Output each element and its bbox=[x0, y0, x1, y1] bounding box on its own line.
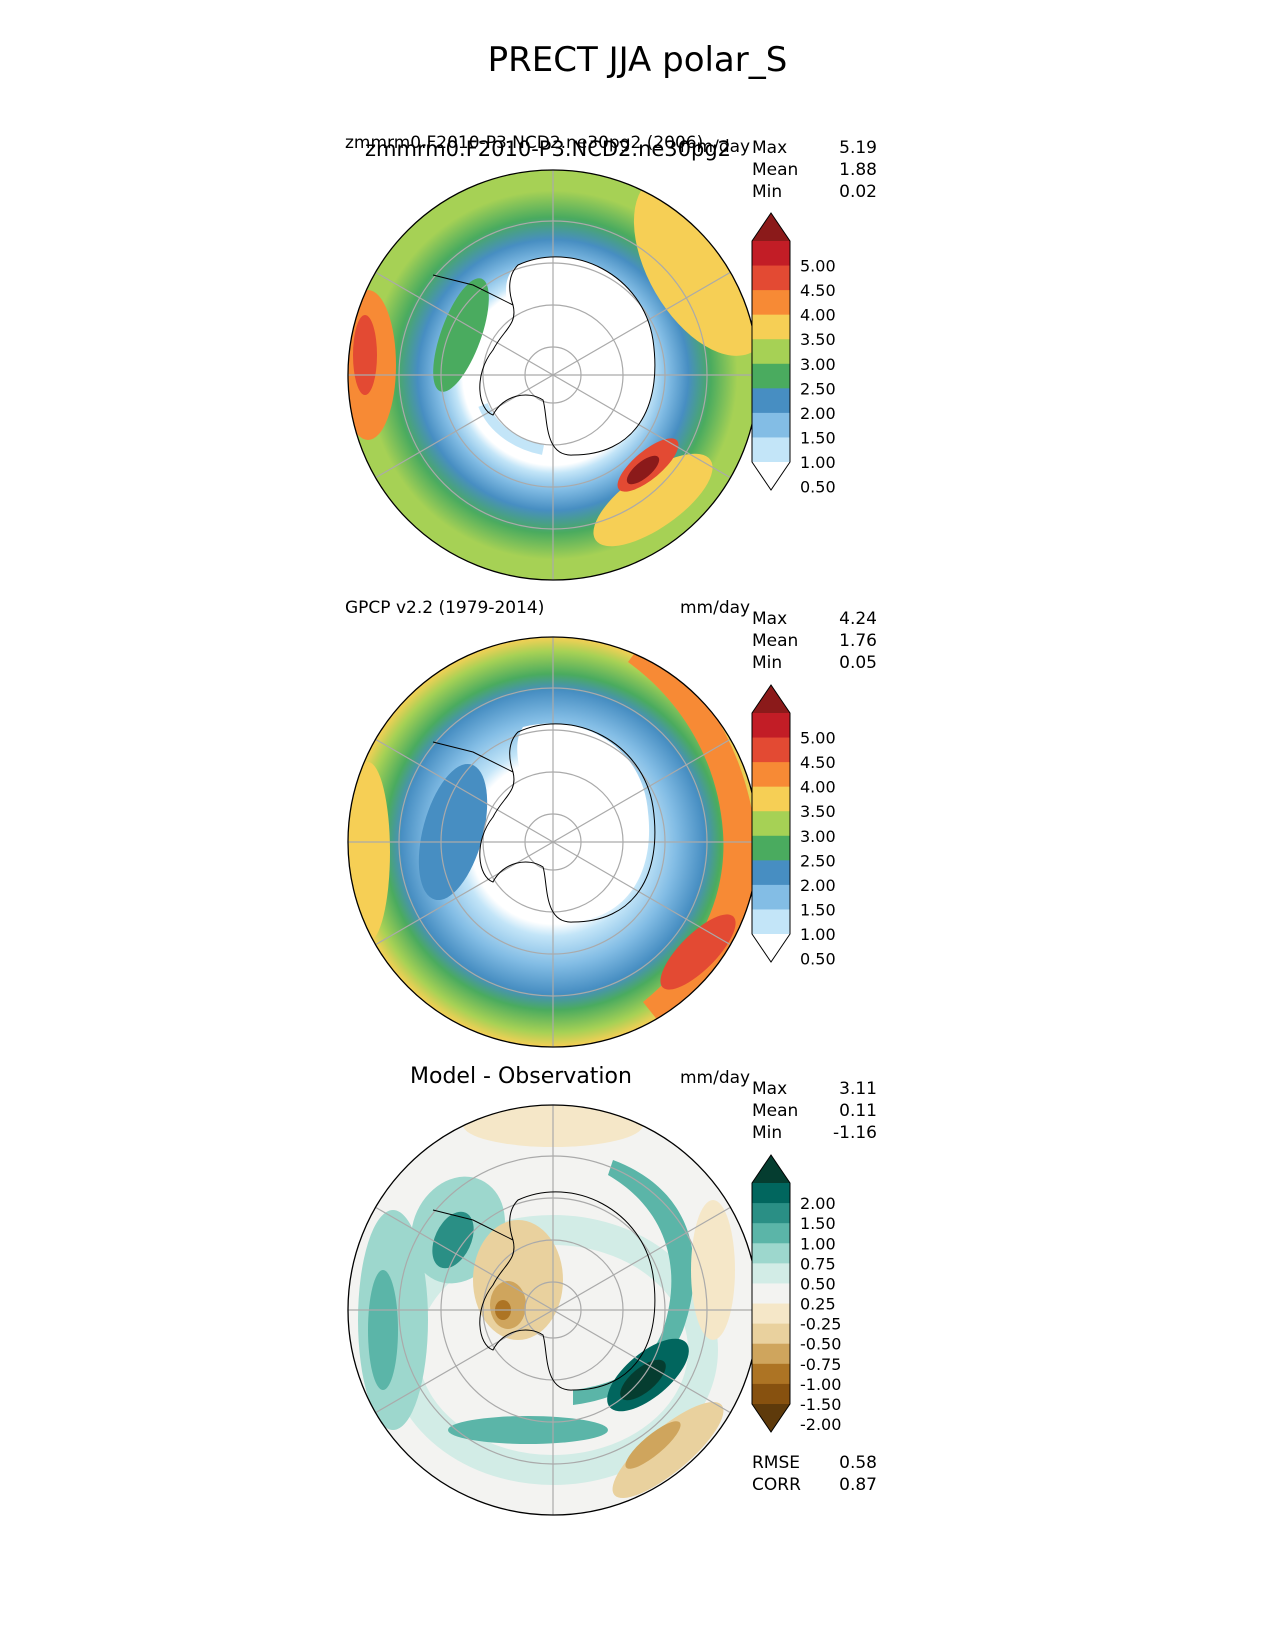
colorbar-swatch bbox=[752, 1263, 790, 1284]
colorbar-outline bbox=[751, 212, 791, 491]
colorbar-swatch bbox=[752, 1223, 790, 1244]
colorbar-tick-label: 0.25 bbox=[800, 1295, 836, 1314]
colorbar-tick-label: -0.25 bbox=[800, 1315, 841, 1334]
colorbar-tick-label: 3.50 bbox=[800, 330, 836, 349]
stat-max: Max 4.24 bbox=[752, 609, 877, 629]
colorbar-tick-label: 2.50 bbox=[800, 851, 836, 870]
colorbar-tick-label: 5.00 bbox=[800, 729, 836, 748]
colorbar-tick-label: -2.00 bbox=[800, 1415, 841, 1434]
colorbar-swatch bbox=[752, 1183, 790, 1204]
colorbar-extend-max bbox=[752, 685, 790, 713]
colorbar-tick-label: -0.75 bbox=[800, 1355, 841, 1374]
colorbar-tick-label: 4.00 bbox=[800, 306, 836, 325]
colorbar-tick-label: 2.00 bbox=[800, 1194, 836, 1213]
colorbar-tick-label: 0.50 bbox=[800, 1274, 836, 1293]
colorbar-tick-label: 0.50 bbox=[800, 950, 836, 969]
colorbar-tick-label: -0.50 bbox=[800, 1335, 841, 1354]
panel1-colorbar: 5.00 4.50 4.00 3.50 3.00 2.50 2.00 1.50 1.00 0.50 bbox=[751, 212, 836, 497]
colorbar-swatch bbox=[752, 290, 790, 316]
colorbar-outline bbox=[751, 684, 791, 963]
panel2-colorbar: 5.00 4.50 4.00 3.50 3.00 2.50 2.00 1.50 1.00 0.50 bbox=[751, 684, 836, 969]
colorbar-swatch bbox=[752, 1243, 790, 1264]
colorbar-extend-max bbox=[752, 213, 790, 241]
colorbar-tick-label: 3.50 bbox=[800, 802, 836, 821]
colorbar-extend-min bbox=[752, 1404, 790, 1432]
colorbar-swatch bbox=[752, 1323, 790, 1345]
metric-corr: CORR 0.87 bbox=[752, 1475, 877, 1495]
stat-min: Min 0.05 bbox=[752, 653, 877, 673]
colorbar-swatch bbox=[752, 1363, 790, 1385]
colorbar-swatch bbox=[752, 737, 790, 763]
colorbar-swatch bbox=[752, 437, 790, 463]
colorbar-swatch bbox=[752, 339, 790, 365]
colorbar-tick-label: 0.50 bbox=[800, 478, 836, 497]
stat-max: Max 3.11 bbox=[752, 1079, 877, 1099]
figure-title: PRECT JJA polar_S bbox=[487, 40, 788, 80]
colorbar-tick-label: 1.50 bbox=[800, 1214, 836, 1233]
colorbar-swatch bbox=[752, 762, 790, 788]
stat-mean: Mean 0.11 bbox=[752, 1101, 877, 1121]
colorbar-tick-label: 2.00 bbox=[800, 876, 836, 895]
colorbar-tick-label: 3.00 bbox=[800, 355, 836, 374]
colorbar-swatch bbox=[752, 412, 790, 438]
colorbar-extend-min bbox=[752, 934, 790, 962]
colorbar-swatch bbox=[752, 1383, 790, 1405]
panel1-left-title: zmmrm0.F2010-P3.NCD2.ne30pg2 (2006) bbox=[345, 133, 704, 153]
colorbar-tick-label: 2.50 bbox=[800, 379, 836, 398]
colorbar-swatch bbox=[752, 1343, 790, 1365]
stat-mean: Mean 1.88 bbox=[752, 160, 877, 180]
panel3-metrics: RMSE 0.58 CORR 0.87 bbox=[752, 1452, 877, 1496]
colorbar-swatch bbox=[752, 1203, 790, 1224]
panel1-stats: Max 5.19 Mean 1.88 Min 0.02 bbox=[752, 137, 877, 203]
colorbar-swatch bbox=[752, 388, 790, 414]
colorbar-swatch bbox=[752, 835, 790, 861]
colorbar-swatch bbox=[752, 265, 790, 291]
colorbar-outline bbox=[751, 1154, 791, 1433]
metric-rmse: RMSE 0.58 bbox=[752, 1453, 877, 1473]
colorbar-tick-label: 3.00 bbox=[800, 827, 836, 846]
panel3-units: mm/day bbox=[680, 1068, 751, 1088]
stat-min: Min -1.16 bbox=[752, 1123, 877, 1143]
colorbar-swatch bbox=[752, 363, 790, 389]
panel3-colorbar: 2.001.501.000.750.500.25-0.25-0.50-0.75-… bbox=[751, 1154, 841, 1434]
colorbar-swatch bbox=[752, 811, 790, 837]
colorbar-swatch bbox=[752, 1303, 790, 1325]
panel2-stats: Max 4.24 Mean 1.76 Min 0.05 bbox=[752, 608, 877, 674]
panel1-left-title-overlap: zmmrm0.F2010-P3.NCD2.ne30pg2 bbox=[365, 137, 732, 161]
colorbar-swatch bbox=[752, 314, 790, 340]
colorbar-tick-label: 4.00 bbox=[800, 778, 836, 797]
colorbar-swatch bbox=[752, 786, 790, 812]
panel3-map bbox=[347, 1104, 759, 1516]
colorbar-tick-label: 4.50 bbox=[800, 281, 836, 300]
panel3-title: Model - Observation bbox=[410, 1064, 632, 1089]
panel2-map bbox=[347, 636, 759, 1048]
colorbar-tick-label: 0.75 bbox=[800, 1254, 836, 1273]
panel1-units: mm/day bbox=[680, 137, 751, 157]
stat-max: Max 5.19 bbox=[752, 138, 877, 158]
colorbar-extend-max bbox=[752, 1155, 790, 1183]
colorbar-swatch bbox=[752, 1283, 790, 1305]
colorbar-swatch bbox=[752, 713, 790, 739]
stat-min: Min 0.02 bbox=[752, 182, 877, 202]
colorbar-extend-min bbox=[752, 462, 790, 490]
panel2-left-title: GPCP v2.2 (1979-2014) bbox=[345, 598, 545, 618]
colorbar-swatch bbox=[752, 241, 790, 267]
colorbar-swatch bbox=[752, 884, 790, 910]
colorbar-tick-label: 1.50 bbox=[800, 900, 836, 919]
stat-mean: Mean 1.76 bbox=[752, 631, 877, 651]
panel2-units: mm/day bbox=[680, 598, 751, 618]
panel3-stats: Max 3.11 Mean 0.11 Min -1.16 bbox=[752, 1078, 877, 1144]
colorbar-tick-label: -1.50 bbox=[800, 1395, 841, 1414]
panel1-map bbox=[347, 169, 759, 581]
colorbar-tick-label: 2.00 bbox=[800, 404, 836, 423]
colorbar-tick-label: 1.50 bbox=[800, 428, 836, 447]
colorbar-tick-label: 1.00 bbox=[800, 1234, 836, 1253]
colorbar-swatch bbox=[752, 860, 790, 886]
colorbar-tick-label: 5.00 bbox=[800, 257, 836, 276]
colorbar-tick-label: 4.50 bbox=[800, 753, 836, 772]
colorbar-swatch bbox=[752, 909, 790, 935]
colorbar-tick-label: -1.00 bbox=[800, 1375, 841, 1394]
colorbar-tick-label: 1.00 bbox=[800, 925, 836, 944]
colorbar-tick-label: 1.00 bbox=[800, 453, 836, 472]
